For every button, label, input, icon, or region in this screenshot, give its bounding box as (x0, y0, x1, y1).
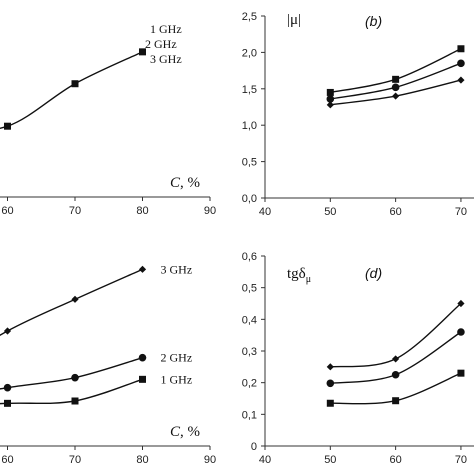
panel-c: 60 70 80 90 3 GHz 2 GHz 1 GHz C, % (0, 262, 216, 466)
y-tick-label-d: 0,5 (242, 283, 257, 295)
data-point-c-0 (71, 295, 79, 303)
series-label-c-2: 1 GHz (161, 372, 193, 386)
data-point-c-1 (3, 383, 12, 392)
data-point-b-1 (326, 95, 335, 103)
x-tick-label-b: 60 (390, 206, 402, 218)
data-point-d-0 (457, 299, 465, 308)
panel-label-d: (d) (365, 265, 382, 281)
data-point-c-2 (139, 375, 146, 383)
y-tick-label-b: 0,5 (242, 157, 257, 169)
y-tick-label-d: 0,6 (242, 251, 257, 263)
panel-label-b: (b) (365, 13, 382, 29)
x-tick-label-d: 60 (390, 454, 402, 466)
data-point-b-0 (392, 75, 400, 83)
data-point-c-1 (138, 353, 147, 362)
x-tick-label-a: 70 (69, 205, 81, 217)
data-point-d-0 (326, 363, 334, 371)
x-axis-title-c: C, % (170, 424, 200, 440)
data-point-b-1 (391, 83, 400, 92)
y-tick-label-b: 1,5 (242, 84, 257, 96)
x-tick-label-b: 70 (455, 206, 467, 218)
data-point-a-0 (4, 122, 11, 130)
y-tick-label-d: 0,3 (242, 346, 257, 358)
y-tick-label-b: 0,0 (242, 193, 257, 205)
x-tick-label-a: 90 (204, 205, 216, 217)
x-tick-label-c: 90 (204, 454, 216, 466)
series-label-c-0: 3 GHz (161, 262, 193, 276)
x-tick-label-c: 80 (136, 454, 148, 466)
data-point-d-0 (392, 355, 400, 363)
data-point-c-0 (138, 265, 147, 273)
data-point-d-2 (457, 369, 465, 377)
y-axis-title-b: |μ| (287, 12, 301, 28)
x-tick-label-d: 50 (324, 454, 336, 466)
x-tick-label-d: 40 (259, 454, 271, 466)
x-tick-label-a: 80 (136, 205, 148, 217)
data-point-a-0 (71, 80, 79, 88)
legend-entry-a: 2 GHz (145, 37, 177, 51)
data-point-c-0 (3, 327, 12, 335)
x-tick-label-b: 40 (259, 206, 271, 218)
data-point-d-1 (391, 370, 400, 379)
data-point-b-2 (326, 101, 334, 109)
panel-d: 40 50 60 70 0 0,1 0,2 0,3 0,4 0,5 0,6 tgδμ (d) (242, 251, 474, 466)
y-tick-label-d: 0,2 (242, 378, 257, 390)
y-axis-title-d: tgδμ (287, 266, 311, 285)
legend-entry-a: 1 GHz (150, 22, 182, 36)
x-tick-label-a: 60 (1, 205, 13, 217)
data-point-d-2 (326, 399, 334, 407)
data-point-c-1 (71, 373, 79, 382)
data-point-b-2 (392, 92, 400, 100)
data-point-d-1 (457, 328, 465, 336)
data-point-c-2 (71, 397, 79, 405)
x-axis-title-a: C, % (170, 175, 200, 191)
y-tick-label-b: 2,0 (242, 47, 257, 59)
x-tick-label-d: 70 (455, 454, 467, 466)
data-point-b-2 (457, 76, 465, 84)
series-line-a-0 (0, 51, 143, 129)
panel-b: 40 50 60 70 0,0 0,5 1,0 1,5 2,0 2,5 |μ| (b) (242, 11, 474, 218)
data-point-d-1 (326, 379, 335, 388)
y-tick-label-d: 0,1 (242, 409, 257, 421)
y-tick-label-b: 1,0 (242, 120, 257, 132)
series-line-c-1 (0, 356, 143, 390)
data-point-d-2 (392, 397, 400, 405)
y-tick-label-b: 2,5 (242, 11, 257, 23)
data-point-c-2 (4, 399, 11, 407)
data-point-b-0 (457, 45, 465, 53)
series-label-c-1: 2 GHz (161, 351, 193, 365)
data-point-b-0 (326, 88, 334, 96)
x-tick-label-c: 70 (69, 454, 81, 466)
y-tick-label-d: 0 (251, 441, 257, 453)
legend-entry-a: 3 GHz (150, 52, 182, 66)
data-point-a-0 (139, 48, 146, 56)
series-line-c-0 (0, 268, 143, 337)
x-tick-label-c: 60 (1, 454, 13, 466)
series-line-c-2 (0, 378, 143, 405)
x-tick-label-b: 50 (324, 206, 336, 218)
data-point-b-1 (457, 59, 465, 68)
y-tick-label-d: 0,4 (242, 314, 257, 326)
